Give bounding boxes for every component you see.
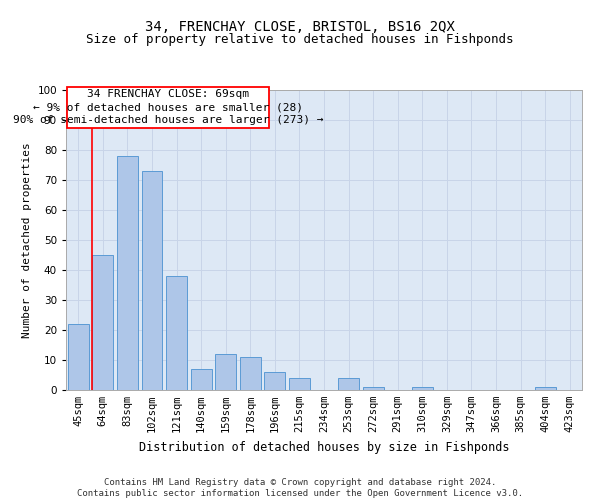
Bar	[117, 156, 138, 390]
Bar	[362, 387, 383, 390]
Y-axis label: Number of detached properties: Number of detached properties	[22, 142, 32, 338]
Bar	[240, 357, 261, 390]
Text: 34, FRENCHAY CLOSE, BRISTOL, BS16 2QX: 34, FRENCHAY CLOSE, BRISTOL, BS16 2QX	[145, 20, 455, 34]
Bar	[191, 369, 212, 390]
Bar	[166, 276, 187, 390]
Bar	[142, 171, 163, 390]
Bar	[412, 387, 433, 390]
Bar	[289, 378, 310, 390]
FancyBboxPatch shape	[67, 87, 269, 128]
Text: 34 FRENCHAY CLOSE: 69sqm
← 9% of detached houses are smaller (28)
90% of semi-de: 34 FRENCHAY CLOSE: 69sqm ← 9% of detache…	[13, 89, 323, 126]
Bar	[535, 387, 556, 390]
Bar	[338, 378, 359, 390]
Text: Contains HM Land Registry data © Crown copyright and database right 2024.
Contai: Contains HM Land Registry data © Crown c…	[77, 478, 523, 498]
Bar	[215, 354, 236, 390]
Bar	[265, 372, 286, 390]
Bar	[92, 255, 113, 390]
Text: Size of property relative to detached houses in Fishponds: Size of property relative to detached ho…	[86, 32, 514, 46]
X-axis label: Distribution of detached houses by size in Fishponds: Distribution of detached houses by size …	[139, 440, 509, 454]
Bar	[68, 324, 89, 390]
